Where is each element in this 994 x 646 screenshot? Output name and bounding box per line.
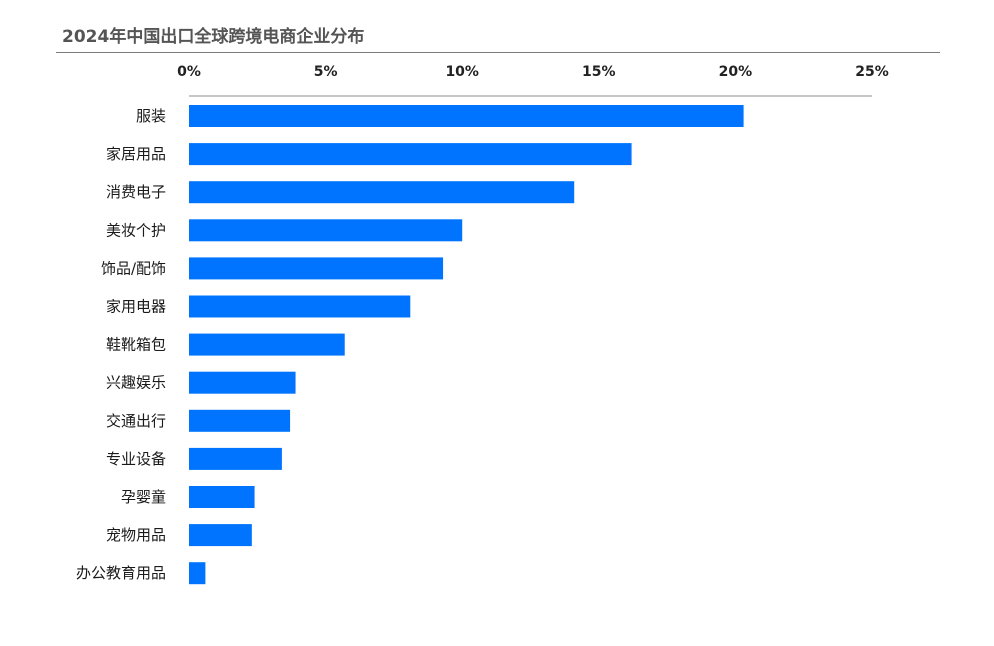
bar (189, 295, 411, 318)
category-label: 办公教育用品 (76, 564, 166, 582)
category-label: 家用电器 (106, 298, 166, 316)
category-labels: 服装家居用品消费电子美妆个护饰品/配饰家用电器鞋靴箱包兴趣娱乐交通出行专业设备孕… (76, 107, 166, 582)
x-tick-label: 10% (445, 64, 479, 80)
bars (189, 105, 744, 585)
bar (189, 105, 744, 127)
category-label: 饰品/配饰 (101, 259, 166, 277)
bar (189, 333, 345, 356)
x-tick-label: 0% (177, 64, 201, 80)
bar (189, 562, 206, 585)
bar (189, 486, 255, 508)
category-label: 鞋靴箱包 (106, 336, 166, 354)
bar (189, 219, 463, 242)
x-tick-label: 25% (855, 64, 889, 80)
bar (189, 143, 632, 166)
bar (189, 447, 282, 470)
category-label: 孕婴童 (121, 488, 166, 506)
x-tick-label: 20% (719, 64, 753, 80)
category-label: 家居用品 (106, 145, 166, 163)
x-tick-label: 5% (314, 64, 338, 80)
category-label: 兴趣娱乐 (106, 374, 166, 392)
x-axis: 0% 5% 10% 15% 20% 25% (177, 64, 889, 97)
category-label: 交通出行 (106, 412, 166, 430)
x-tick-label: 15% (582, 64, 616, 80)
category-label: 专业设备 (106, 450, 166, 468)
title-divider (56, 52, 940, 53)
bar (189, 257, 444, 280)
chart-title: 2024年中国出口全球跨境电商企业分布 (62, 27, 365, 47)
category-label: 宠物用品 (106, 526, 166, 544)
category-label: 美妆个护 (106, 221, 166, 239)
category-label: 消费电子 (106, 183, 166, 201)
bar (189, 524, 252, 547)
bar (189, 181, 575, 204)
category-label: 服装 (136, 107, 166, 125)
bar (189, 371, 296, 394)
bar (189, 409, 291, 432)
